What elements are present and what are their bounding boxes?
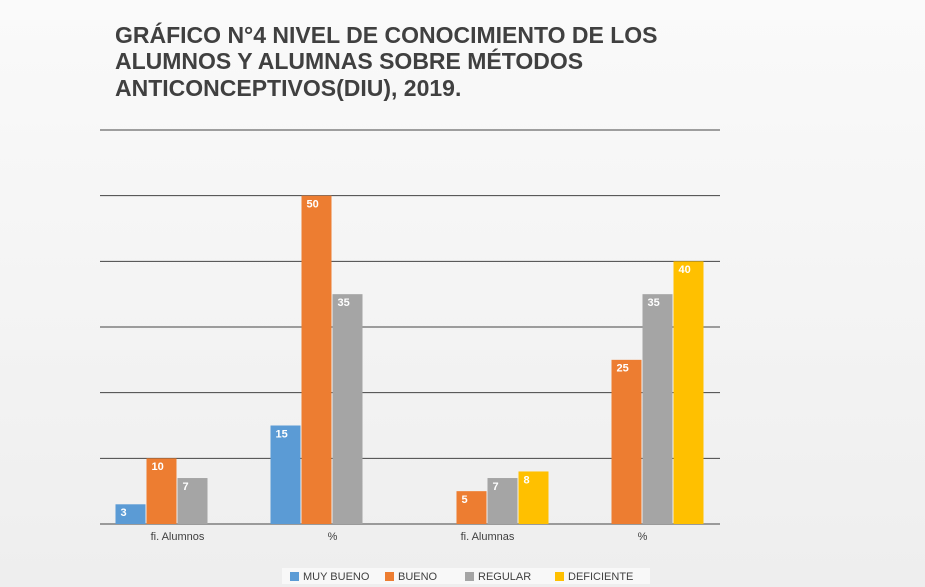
data-label: 50 xyxy=(307,199,319,211)
bar xyxy=(456,491,487,524)
data-label: 35 xyxy=(338,297,350,309)
legend-label: MUY BUENO xyxy=(303,571,370,583)
bar xyxy=(673,261,704,524)
data-label: 8 xyxy=(524,474,530,486)
data-label: 25 xyxy=(617,363,629,375)
legend-label: BUENO xyxy=(398,571,438,583)
x-tick-label: fi. Alumnas xyxy=(461,531,515,543)
bar xyxy=(146,458,177,524)
data-label: 40 xyxy=(679,264,691,276)
legend-label: REGULAR xyxy=(478,571,531,583)
bar xyxy=(270,425,301,524)
bar xyxy=(642,294,673,524)
chart-title: GRÁFICO N°4 NIVEL DE CONOCIMIENTO DE LOS xyxy=(115,21,658,48)
legend-swatch xyxy=(290,572,299,581)
data-label: 10 xyxy=(152,461,164,473)
legend-swatch xyxy=(385,572,394,581)
bar xyxy=(518,471,549,524)
data-label: 7 xyxy=(493,481,499,493)
data-label: 7 xyxy=(183,481,189,493)
data-label: 3 xyxy=(121,507,127,519)
data-label: 15 xyxy=(276,428,288,440)
bar xyxy=(301,195,332,524)
data-label: 35 xyxy=(648,297,660,309)
bar xyxy=(115,504,146,524)
legend-label: DEFICIENTE xyxy=(568,571,633,583)
x-tick-label: % xyxy=(638,531,648,543)
bar xyxy=(177,478,208,524)
legend-swatch xyxy=(465,572,474,581)
data-label: 5 xyxy=(462,494,468,506)
x-tick-label: % xyxy=(328,531,338,543)
bar xyxy=(332,294,363,524)
x-tick-label: fi. Alumnos xyxy=(151,531,205,543)
legend-swatch xyxy=(555,572,564,581)
chart-title: ANTICONCEPTIVOS(DIU), 2019. xyxy=(115,75,461,101)
chart-title: ALUMNOS Y ALUMNAS SOBRE MÉTODOS xyxy=(115,47,583,74)
bar xyxy=(487,478,518,524)
bar xyxy=(611,359,642,524)
